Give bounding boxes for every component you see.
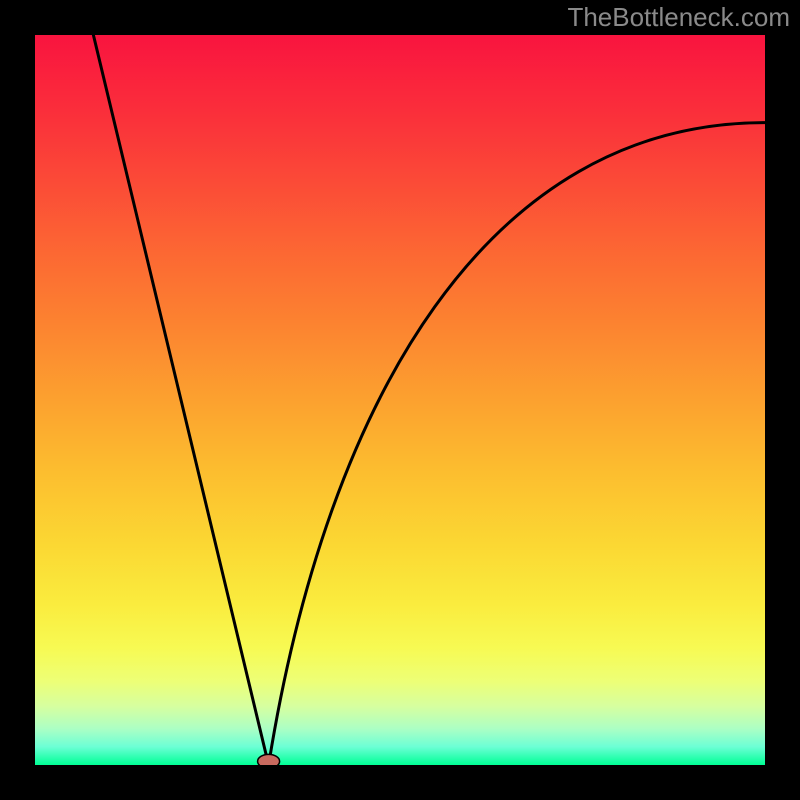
chart-frame: TheBottleneck.com (0, 0, 800, 800)
gradient-background (35, 35, 765, 765)
plot-area (35, 35, 765, 765)
minimum-marker (258, 754, 280, 765)
watermark-text: TheBottleneck.com (567, 2, 790, 33)
chart-svg (35, 35, 765, 765)
